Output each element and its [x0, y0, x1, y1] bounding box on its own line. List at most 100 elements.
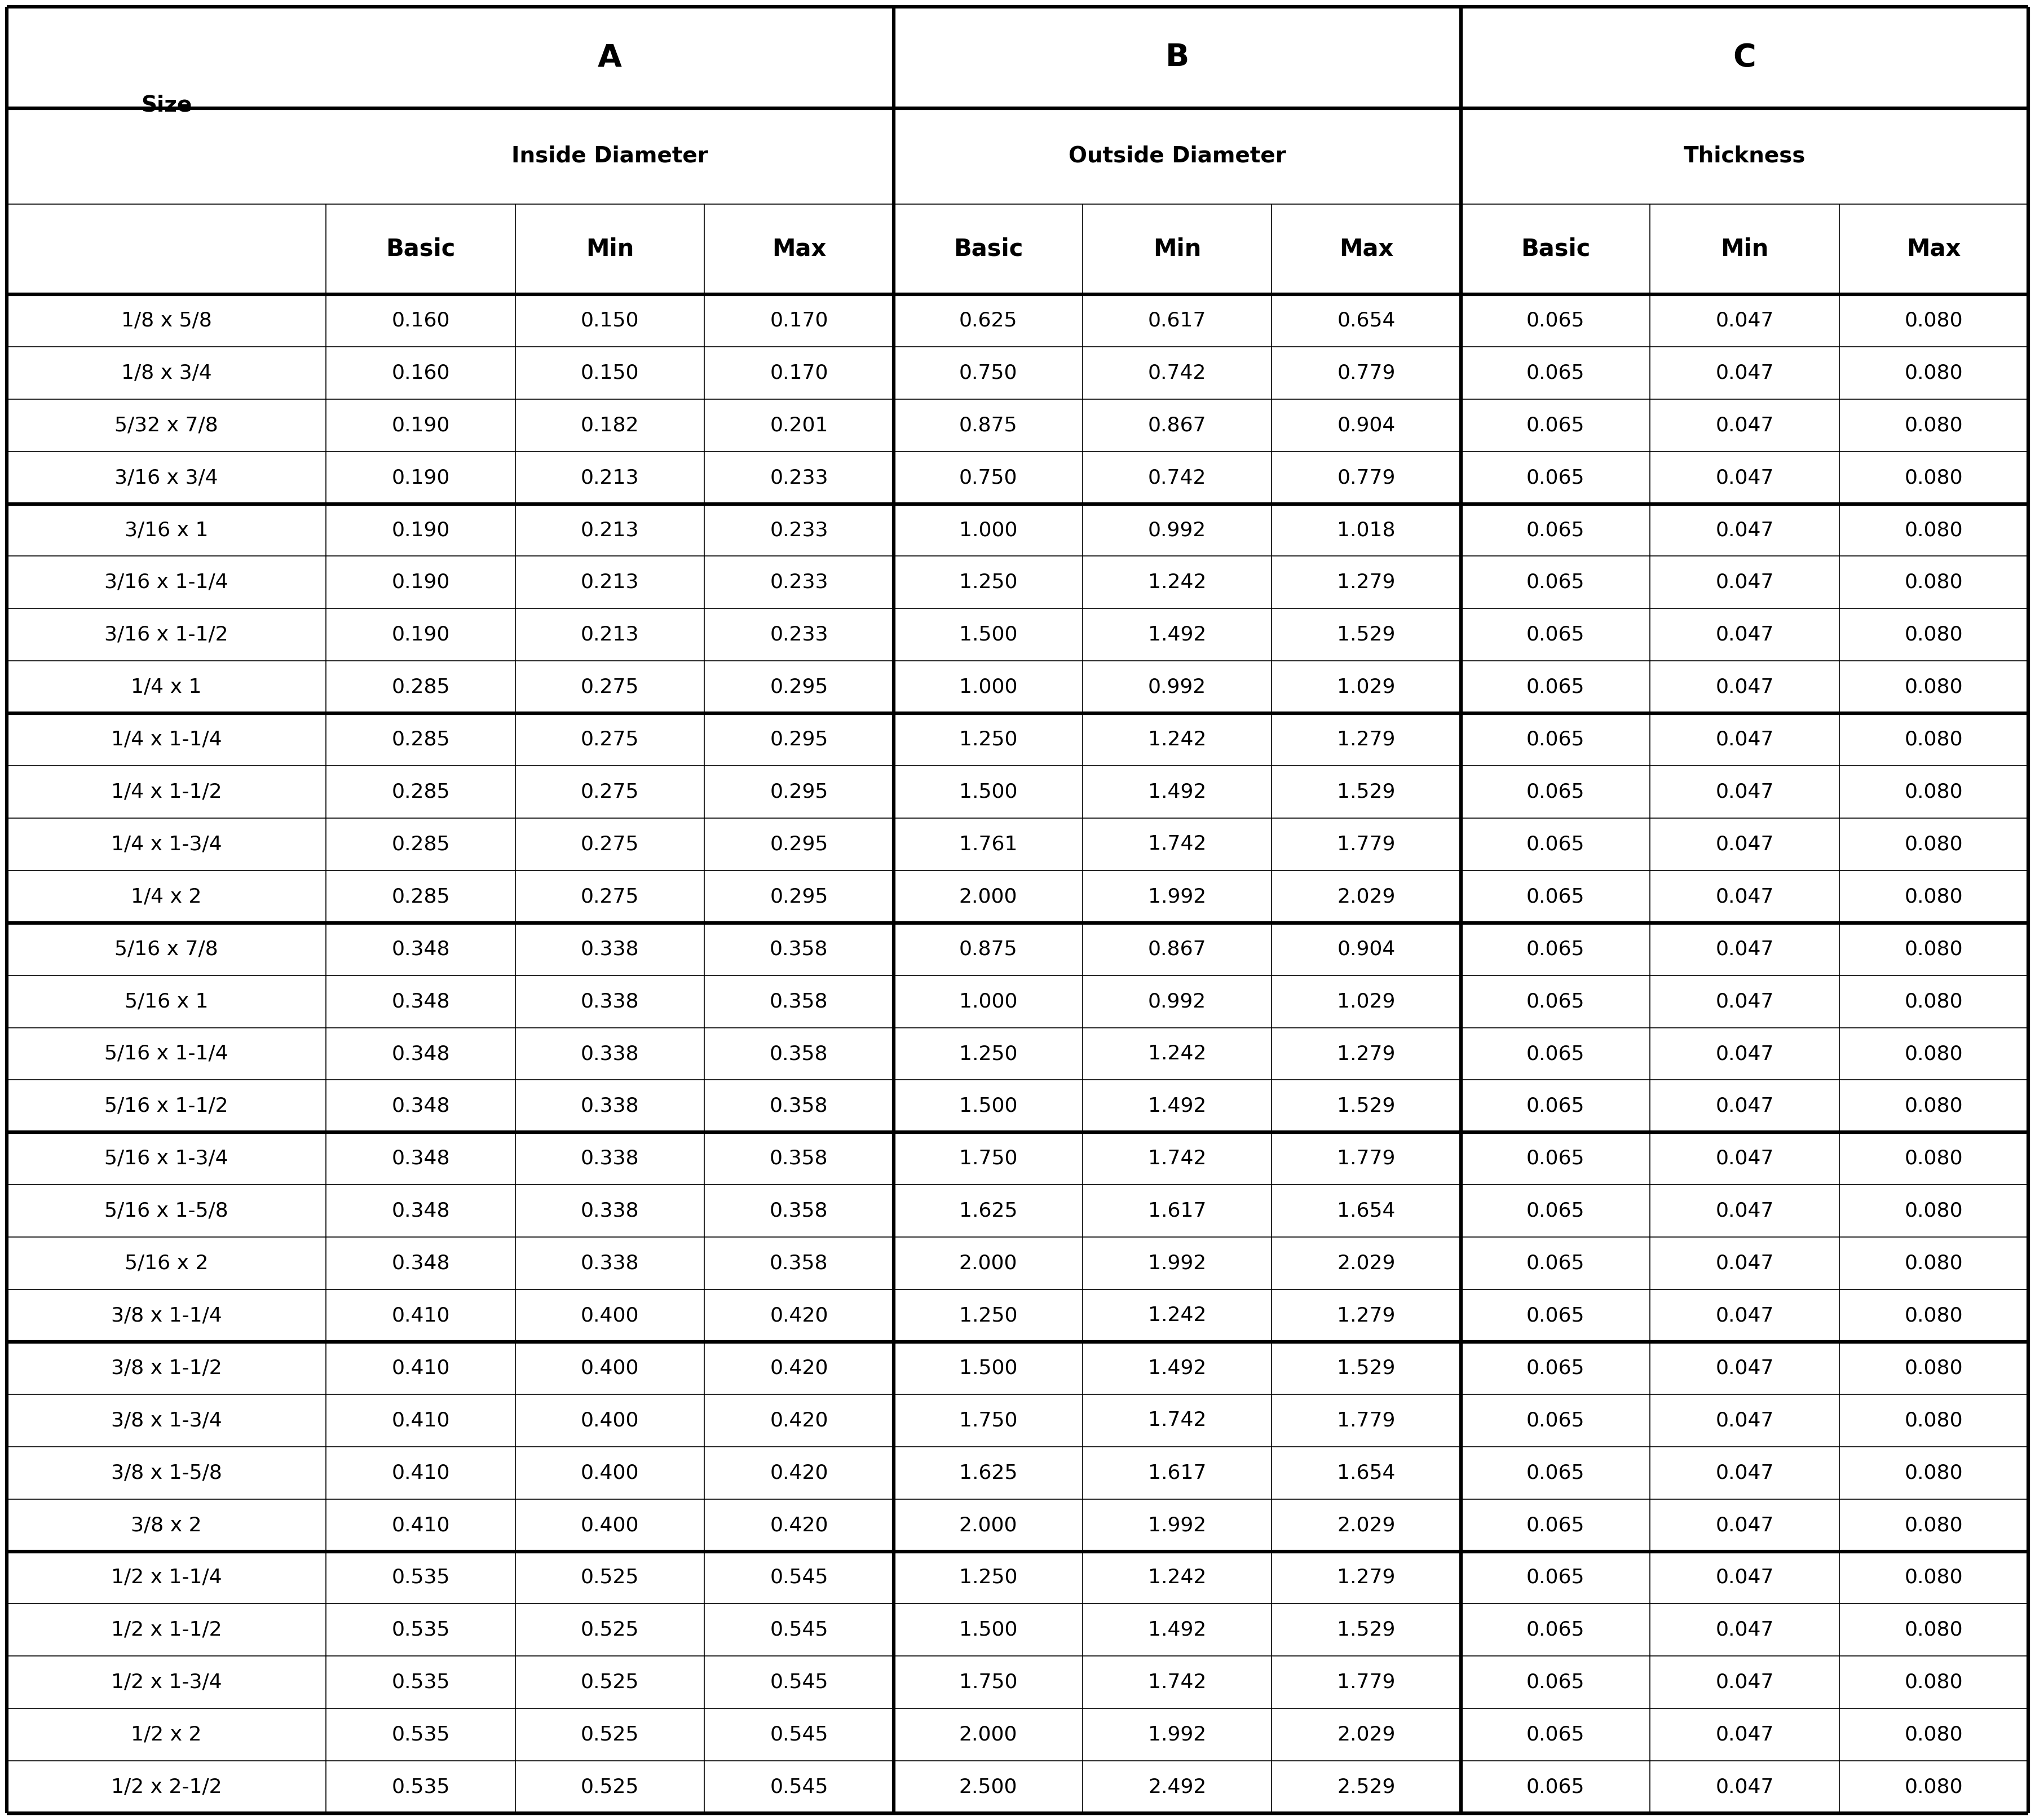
Text: 0.080: 0.080: [1905, 1569, 1964, 1587]
Text: 0.358: 0.358: [769, 992, 828, 1010]
Text: 0.275: 0.275: [580, 677, 639, 697]
Text: 5/16 x 1: 5/16 x 1: [124, 992, 208, 1010]
Text: 1.242: 1.242: [1148, 1045, 1207, 1063]
Text: 2.029: 2.029: [1337, 1254, 1396, 1272]
Text: 0.080: 0.080: [1905, 1201, 1964, 1221]
Text: 0.338: 0.338: [580, 992, 639, 1010]
Text: 0.190: 0.190: [391, 521, 450, 539]
Text: 0.047: 0.047: [1716, 1254, 1775, 1272]
Text: 0.080: 0.080: [1905, 573, 1964, 592]
Text: 0.170: 0.170: [769, 364, 828, 382]
Text: 1.617: 1.617: [1148, 1463, 1207, 1481]
Text: 1.742: 1.742: [1148, 1673, 1207, 1693]
Text: 1.500: 1.500: [958, 783, 1018, 801]
Text: 0.065: 0.065: [1526, 311, 1585, 329]
Text: 1.029: 1.029: [1337, 992, 1396, 1010]
Text: 0.080: 0.080: [1905, 1725, 1964, 1744]
Text: 5/16 x 1-1/2: 5/16 x 1-1/2: [104, 1097, 228, 1116]
Text: 1/4 x 1-3/4: 1/4 x 1-3/4: [112, 835, 222, 854]
Text: 0.358: 0.358: [769, 1254, 828, 1272]
Text: Max: Max: [1339, 237, 1394, 260]
Text: 1.000: 1.000: [958, 992, 1018, 1010]
Text: 0.047: 0.047: [1716, 1778, 1775, 1796]
Text: 0.047: 0.047: [1716, 1201, 1775, 1221]
Text: 0.080: 0.080: [1905, 886, 1964, 906]
Text: 0.047: 0.047: [1716, 1463, 1775, 1481]
Text: 2.029: 2.029: [1337, 1725, 1396, 1744]
Text: 1/8 x 3/4: 1/8 x 3/4: [122, 364, 212, 382]
Text: 0.047: 0.047: [1716, 364, 1775, 382]
Text: 1.279: 1.279: [1337, 1569, 1396, 1587]
Text: 0.065: 0.065: [1526, 1307, 1585, 1325]
Text: 0.867: 0.867: [1148, 415, 1207, 435]
Text: 1/4 x 2: 1/4 x 2: [130, 886, 201, 906]
Text: 1.750: 1.750: [958, 1673, 1018, 1693]
Text: 0.065: 0.065: [1526, 886, 1585, 906]
Text: 3/16 x 1-1/4: 3/16 x 1-1/4: [104, 573, 228, 592]
Text: 0.535: 0.535: [391, 1620, 450, 1640]
Text: 0.535: 0.535: [391, 1725, 450, 1744]
Text: 1.492: 1.492: [1148, 783, 1207, 801]
Text: 5/16 x 2: 5/16 x 2: [124, 1254, 208, 1272]
Text: 0.535: 0.535: [391, 1778, 450, 1796]
Text: 0.047: 0.047: [1716, 835, 1775, 854]
Text: 0.213: 0.213: [580, 573, 639, 592]
Text: 0.348: 0.348: [391, 992, 450, 1010]
Text: B: B: [1166, 42, 1188, 73]
Text: 0.295: 0.295: [769, 835, 828, 854]
Text: 0.065: 0.065: [1526, 415, 1585, 435]
Text: 0.742: 0.742: [1148, 468, 1207, 488]
Text: 3/8 x 1-1/4: 3/8 x 1-1/4: [112, 1307, 222, 1325]
Text: 1.242: 1.242: [1148, 1307, 1207, 1325]
Text: 0.285: 0.285: [391, 835, 450, 854]
Text: 0.047: 0.047: [1716, 1097, 1775, 1116]
Text: 0.065: 0.065: [1526, 1673, 1585, 1693]
Text: 0.080: 0.080: [1905, 1620, 1964, 1640]
Text: 1.529: 1.529: [1337, 626, 1396, 644]
Text: 1.742: 1.742: [1148, 835, 1207, 854]
Text: 0.190: 0.190: [391, 573, 450, 592]
Text: 0.065: 0.065: [1526, 1463, 1585, 1481]
Text: 0.201: 0.201: [769, 415, 828, 435]
Text: Thickness: Thickness: [1683, 146, 1805, 167]
Text: 0.233: 0.233: [769, 468, 828, 488]
Text: 3/16 x 1-1/2: 3/16 x 1-1/2: [104, 626, 228, 644]
Text: 1.492: 1.492: [1148, 626, 1207, 644]
Text: Basic: Basic: [952, 237, 1024, 260]
Text: 1.500: 1.500: [958, 1097, 1018, 1116]
Text: 0.065: 0.065: [1526, 521, 1585, 539]
Text: 0.275: 0.275: [580, 886, 639, 906]
Text: 3/8 x 1-1/2: 3/8 x 1-1/2: [112, 1358, 222, 1378]
Text: 0.295: 0.295: [769, 730, 828, 750]
Text: 0.358: 0.358: [769, 939, 828, 959]
Text: 0.867: 0.867: [1148, 939, 1207, 959]
Text: 0.182: 0.182: [580, 415, 639, 435]
Text: 0.285: 0.285: [391, 783, 450, 801]
Text: 0.065: 0.065: [1526, 939, 1585, 959]
Text: 1.242: 1.242: [1148, 730, 1207, 750]
Text: 0.047: 0.047: [1716, 1516, 1775, 1534]
Text: 0.410: 0.410: [391, 1358, 450, 1378]
Text: 0.080: 0.080: [1905, 311, 1964, 329]
Text: 0.525: 0.525: [580, 1778, 639, 1796]
Text: 0.338: 0.338: [580, 939, 639, 959]
Text: 1.029: 1.029: [1337, 677, 1396, 697]
Text: Max: Max: [1907, 237, 1962, 260]
Text: 0.338: 0.338: [580, 1201, 639, 1221]
Text: 0.160: 0.160: [391, 364, 450, 382]
Text: 0.233: 0.233: [769, 573, 828, 592]
Text: Max: Max: [771, 237, 826, 260]
Text: 1.779: 1.779: [1337, 1673, 1396, 1693]
Text: 0.047: 0.047: [1716, 1569, 1775, 1587]
Text: 0.047: 0.047: [1716, 730, 1775, 750]
Text: 1.529: 1.529: [1337, 1620, 1396, 1640]
Text: 2.029: 2.029: [1337, 886, 1396, 906]
Text: 0.047: 0.047: [1716, 1307, 1775, 1325]
Text: 0.420: 0.420: [769, 1307, 828, 1325]
Text: 0.080: 0.080: [1905, 521, 1964, 539]
Text: 1.250: 1.250: [958, 730, 1018, 750]
Text: 0.348: 0.348: [391, 1097, 450, 1116]
Text: 1.279: 1.279: [1337, 1307, 1396, 1325]
Text: Basic: Basic: [387, 237, 456, 260]
Text: 0.047: 0.047: [1716, 1045, 1775, 1063]
